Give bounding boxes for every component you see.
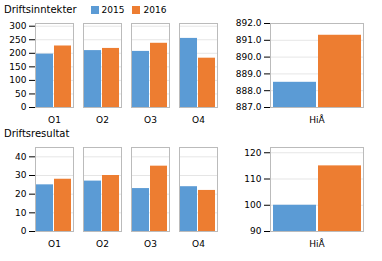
svg-text:250: 250 <box>9 35 26 45</box>
svg-text:110: 110 <box>244 174 261 184</box>
svg-text:890.0: 890.0 <box>236 52 262 62</box>
svg-text:Q3: Q3 <box>144 239 157 247</box>
svg-text:50: 50 <box>15 89 27 99</box>
svg-text:Q3: Q3 <box>144 115 157 123</box>
svg-text:HiÅ: HiÅ <box>309 238 325 247</box>
svg-text:Q2: Q2 <box>96 239 109 247</box>
svg-text:20: 20 <box>15 189 27 199</box>
svg-text:150: 150 <box>9 62 26 72</box>
svg-text:100: 100 <box>9 75 26 85</box>
html-text:Driftsresultat: Driftsresultat <box>4 128 70 139</box>
html-text:Driftsinntekter: Driftsinntekter <box>4 4 77 15</box>
svg-text:Q4: Q4 <box>192 115 205 123</box>
svg-text:0: 0 <box>21 102 27 112</box>
html-text:2016: 2016 <box>143 5 167 15</box>
svg-text:Q2: Q2 <box>96 115 109 123</box>
svg-text:Q1: Q1 <box>48 115 61 123</box>
svg-text:10: 10 <box>15 208 27 218</box>
svg-text:120: 120 <box>244 148 261 158</box>
svg-text:30: 30 <box>15 170 27 180</box>
svg-text:300: 300 <box>9 21 26 31</box>
html-text:2015: 2015 <box>101 5 125 15</box>
svg-text:889.0: 889.0 <box>236 69 262 79</box>
svg-text:Q4: Q4 <box>192 239 205 247</box>
svg-text:891.0: 891.0 <box>236 35 262 45</box>
svg-text:Q1: Q1 <box>48 239 61 247</box>
svg-text:100: 100 <box>244 200 261 210</box>
svg-text:90: 90 <box>250 226 262 236</box>
svg-text:200: 200 <box>9 48 26 58</box>
svg-text:887.0: 887.0 <box>236 102 262 112</box>
svg-text:0: 0 <box>21 226 27 236</box>
svg-text:892.0: 892.0 <box>236 18 262 28</box>
svg-text:888.0: 888.0 <box>236 86 262 96</box>
svg-text:HiÅ: HiÅ <box>309 114 325 123</box>
svg-text:40: 40 <box>15 152 27 162</box>
